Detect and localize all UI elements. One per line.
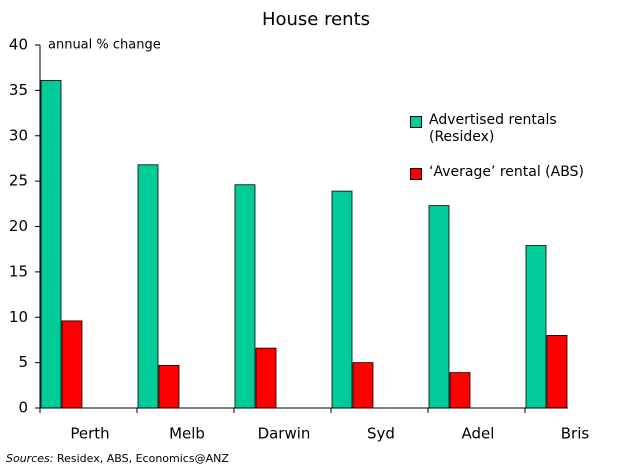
x-tick-label: Bris [561,425,590,443]
source-label: Sources: [6,452,54,465]
y-tick-label: 5 [18,353,28,371]
bar [428,205,450,409]
bar [234,184,256,409]
legend-swatch [410,168,422,180]
bar [137,164,159,409]
x-tick-label: Perth [70,425,109,443]
legend: Advertised rentals (Residex) ‘Average’ re… [410,112,610,199]
y-axis-label: annual % change [48,38,161,53]
y-tick-label: 10 [9,308,28,326]
y-tick-label: 15 [9,262,28,280]
bar [158,364,180,409]
bar [40,79,62,409]
y-tick-label: 25 [9,172,28,190]
legend-swatch [410,116,422,128]
y-tick-label: 30 [9,126,28,144]
source-text: Residex, ABS, Economics@ANZ [56,452,229,465]
bar [352,362,374,409]
chart-title: House rents [262,9,370,30]
bar [546,334,568,409]
legend-item: ‘Average’ rental (ABS) [410,164,610,181]
bar [61,320,83,409]
x-tick-label: Darwin [258,425,311,443]
y-tick-label: 40 [9,36,28,54]
legend-label: ‘Average’ rental (ABS) [429,164,584,180]
x-tick-label: Adel [462,425,495,443]
x-tick-label: Syd [367,425,395,443]
legend-label: Advertised rentals (Residex) [429,112,557,145]
legend-item: Advertised rentals (Residex) [410,112,610,146]
y-tick-label: 35 [9,81,28,99]
y-tick-label: 0 [18,399,28,417]
y-tick-label: 20 [9,217,28,235]
bar [255,347,277,409]
bar [331,190,353,409]
x-tick-label: Melb [169,425,205,443]
bar [525,245,547,409]
bar [449,372,471,409]
source-note: Sources: Residex, ABS, Economics@ANZ [6,452,229,465]
